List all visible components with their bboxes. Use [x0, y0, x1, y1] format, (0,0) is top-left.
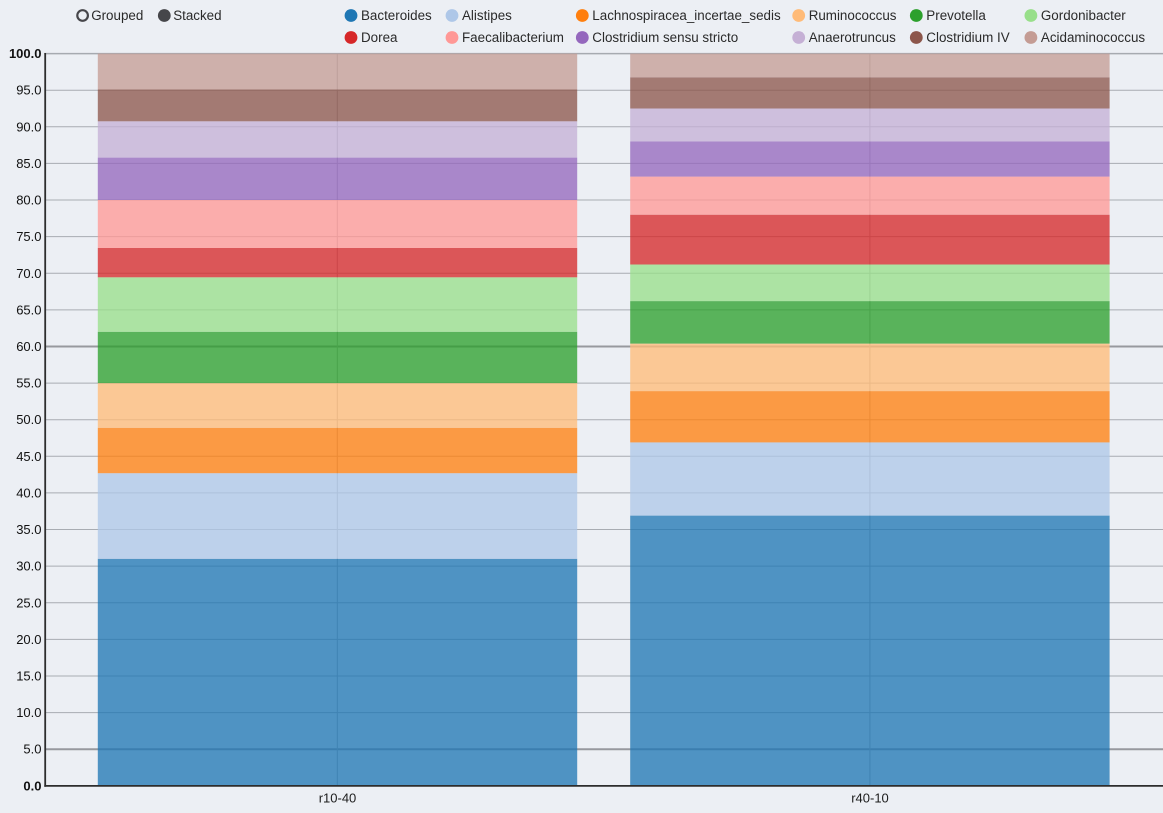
svg-text:Anaerotruncus: Anaerotruncus: [809, 30, 896, 45]
svg-text:Gordonibacter: Gordonibacter: [1041, 8, 1126, 23]
svg-text:5.0: 5.0: [23, 742, 41, 757]
svg-text:Ruminococcus: Ruminococcus: [809, 8, 897, 23]
svg-text:80.0: 80.0: [16, 193, 41, 208]
svg-text:Acidaminococcus: Acidaminococcus: [1041, 30, 1146, 45]
svg-text:95.0: 95.0: [16, 83, 41, 98]
svg-text:90.0: 90.0: [16, 119, 41, 134]
svg-text:85.0: 85.0: [16, 156, 41, 171]
svg-text:15.0: 15.0: [16, 669, 41, 684]
svg-text:Faecalibacterium: Faecalibacterium: [462, 30, 564, 45]
svg-text:55.0: 55.0: [16, 376, 41, 391]
svg-text:Clostridium IV: Clostridium IV: [926, 30, 1009, 45]
svg-text:75.0: 75.0: [16, 229, 41, 244]
svg-text:35.0: 35.0: [16, 522, 41, 537]
svg-text:40.0: 40.0: [16, 485, 41, 500]
svg-text:65.0: 65.0: [16, 302, 41, 317]
svg-text:Bacteroides: Bacteroides: [361, 8, 432, 23]
svg-text:45.0: 45.0: [16, 449, 41, 464]
svg-text:50.0: 50.0: [16, 412, 41, 427]
svg-text:Grouped: Grouped: [91, 8, 143, 23]
svg-text:Lachnospiracea_incertae_sedis: Lachnospiracea_incertae_sedis: [592, 8, 781, 23]
svg-text:r10-40: r10-40: [319, 791, 357, 806]
svg-text:Stacked: Stacked: [173, 8, 221, 23]
svg-text:25.0: 25.0: [16, 595, 41, 610]
svg-text:Dorea: Dorea: [361, 30, 398, 45]
svg-text:10.0: 10.0: [16, 705, 41, 720]
svg-text:Alistipes: Alistipes: [462, 8, 512, 23]
svg-text:70.0: 70.0: [16, 266, 41, 281]
svg-text:30.0: 30.0: [16, 559, 41, 574]
svg-text:20.0: 20.0: [16, 632, 41, 647]
svg-text:Prevotella: Prevotella: [926, 8, 986, 23]
svg-text:Clostridium sensu stricto: Clostridium sensu stricto: [592, 30, 738, 45]
svg-text:r40-10: r40-10: [851, 791, 889, 806]
svg-text:0.0: 0.0: [23, 778, 41, 793]
svg-text:100.0: 100.0: [9, 46, 42, 61]
svg-text:60.0: 60.0: [16, 339, 41, 354]
